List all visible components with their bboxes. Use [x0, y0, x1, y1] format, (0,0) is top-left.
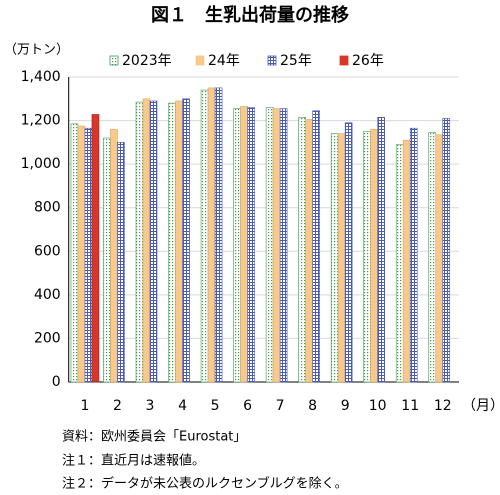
x-tick-label: 10 [369, 398, 387, 414]
bar [149, 100, 158, 383]
y-tick-label: 400 [34, 287, 61, 303]
bar [240, 106, 248, 383]
bar [377, 117, 385, 383]
y-tick-label: 1,200 [21, 113, 61, 129]
bar [142, 98, 151, 383]
y-axis-label: （万トン） [4, 43, 69, 58]
y-tick-label: 200 [34, 330, 61, 346]
x-tick-label: 12 [434, 398, 452, 414]
bar [370, 128, 378, 383]
bar [337, 133, 346, 383]
bar [344, 122, 353, 383]
bar [91, 114, 100, 383]
x-tick-label: 9 [341, 398, 350, 414]
bar [442, 118, 451, 383]
x-tick-label: 11 [401, 398, 419, 414]
bar [305, 119, 313, 383]
bar [312, 110, 320, 383]
bar [435, 134, 444, 383]
x-tick-label: 1 [81, 398, 90, 414]
bar [298, 117, 306, 383]
x-axis-label: （月） [462, 398, 500, 414]
bar [409, 127, 418, 383]
x-tick-label: 2 [113, 398, 122, 414]
bar [233, 108, 241, 383]
x-tick-label: 4 [178, 398, 187, 414]
bar [247, 107, 255, 383]
note: 注２：データが未公表のルクセンブルグを除く。 [62, 476, 348, 492]
bar [135, 101, 144, 383]
note: 資料：欧州委員会「Eurostat」 [62, 430, 246, 445]
legend-label: 25年 [280, 53, 312, 69]
bar [117, 142, 125, 383]
bar [200, 89, 209, 383]
chart-title: 図１ 生乳出荷量の推移 [151, 4, 349, 26]
bar [428, 132, 437, 383]
y-tick-label: 1,400 [21, 69, 61, 85]
legend-swatch [195, 55, 205, 66]
bar [77, 125, 86, 383]
legend-swatch [109, 55, 119, 66]
x-tick-label: 6 [243, 398, 252, 414]
legend-swatch [339, 55, 349, 66]
y-tick-label: 0 [52, 374, 61, 390]
legend-label: 24年 [208, 53, 240, 69]
bar [214, 87, 223, 383]
bar [175, 100, 183, 383]
bar [402, 139, 411, 383]
y-tick-label: 1,000 [21, 156, 61, 172]
y-tick-label: 800 [34, 200, 61, 216]
bar [207, 87, 216, 383]
y-tick-label: 600 [34, 243, 61, 259]
x-tick-label: 8 [308, 398, 317, 414]
bar [103, 137, 111, 383]
bar [70, 123, 79, 383]
bar [330, 133, 339, 383]
bar [279, 108, 288, 383]
bar [182, 98, 190, 383]
bar [272, 108, 281, 383]
note: 注１：直近月は速報値。 [62, 453, 205, 469]
bar [265, 107, 274, 383]
x-tick-label: 5 [211, 398, 220, 414]
legend-swatch [267, 55, 277, 66]
legend-label: 26年 [352, 53, 384, 69]
bar [84, 127, 93, 383]
x-tick-label: 7 [276, 398, 285, 414]
bar [110, 128, 118, 383]
bar [363, 131, 371, 383]
bar [168, 102, 176, 383]
legend-label: 2023年 [122, 53, 172, 69]
bar [395, 144, 404, 383]
x-tick-label: 3 [146, 398, 155, 414]
